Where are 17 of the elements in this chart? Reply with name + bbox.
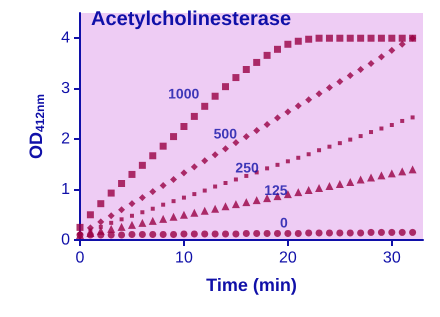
series-label: 500 [214,126,238,142]
series-label: 125 [264,182,288,198]
x-tick-label: 10 [175,250,193,266]
series-label: 0 [280,214,288,230]
y-tick-label: 0 [61,232,70,248]
x-tick-label: 20 [278,250,297,266]
x-tick-label: 30 [382,250,401,266]
x-tick-label: 0 [76,250,85,266]
x-axis-title: Time (min) [206,275,297,295]
y-axis-title: OD412nm [26,94,47,160]
y-tick-label: 2 [61,130,70,148]
y-tick-label: 1 [61,181,70,198]
y-tick-label: 4 [61,30,70,47]
y-tick-label: 3 [61,80,70,98]
series-label: 250 [235,159,259,176]
series-label: 1000 [168,85,200,102]
chart-title: Acetylcholinesterase [91,8,292,30]
